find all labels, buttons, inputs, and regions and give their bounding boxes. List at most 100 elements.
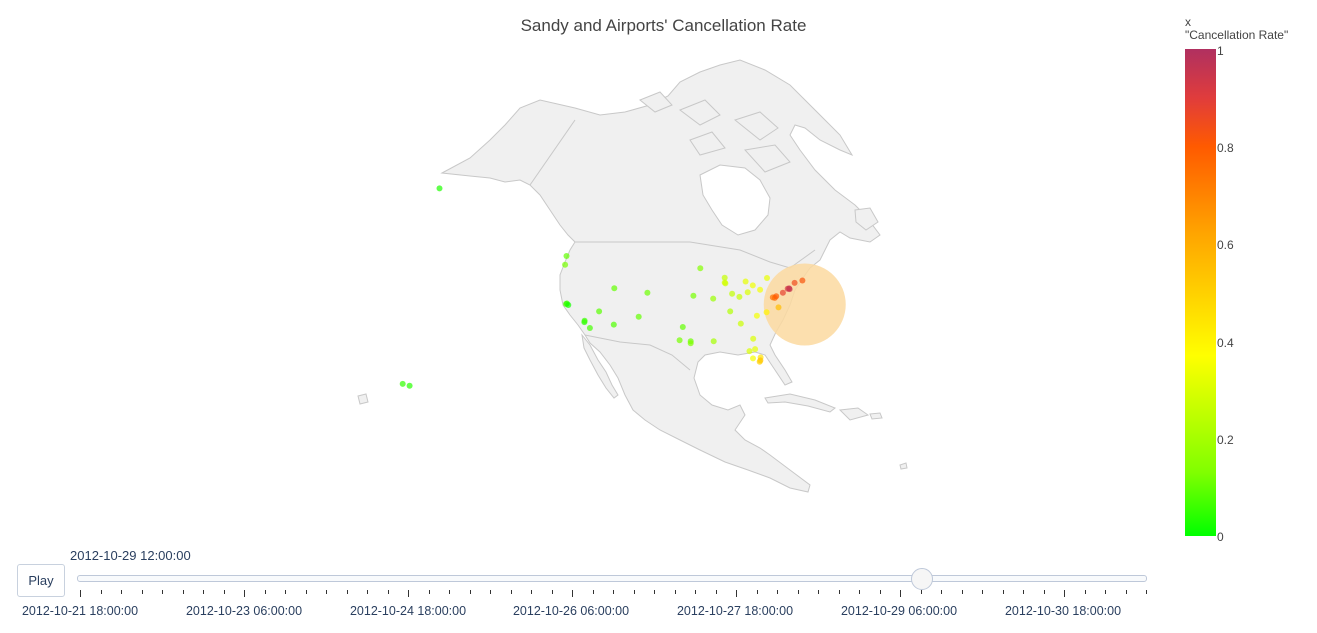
airport-miami-marker[interactable] xyxy=(756,358,763,365)
slider-tick-label[interactable]: 2012-10-21 18:00:00 xyxy=(21,604,139,618)
storm-layer xyxy=(763,263,846,346)
airport-maui-marker[interactable] xyxy=(406,382,413,389)
hawaii-land xyxy=(357,393,369,405)
airport-tampa-marker[interactable] xyxy=(746,348,753,355)
airport-portland-marker[interactable] xyxy=(562,261,569,268)
airport-atlanta-marker[interactable] xyxy=(737,320,744,327)
slider-tick-mark xyxy=(449,590,450,594)
slider-tick-label[interactable]: 2012-10-24 18:00:00 xyxy=(349,604,467,618)
airport-denver-marker[interactable] xyxy=(644,289,651,296)
airport-sjc-marker[interactable] xyxy=(565,302,572,308)
slider-tick-label[interactable]: 2012-10-29 06:00:00 xyxy=(840,604,958,618)
airport-jacksonville-marker[interactable] xyxy=(750,335,757,342)
slider-tick-label[interactable]: 2012-10-23 06:00:00 xyxy=(185,604,303,618)
slider-tick-mark xyxy=(531,590,532,594)
airport-las-vegas-marker[interactable] xyxy=(596,308,603,315)
airport-minneapolis-marker[interactable] xyxy=(697,265,704,272)
colorbar-title-line1: x xyxy=(1185,15,1191,29)
slider-tick-mark xyxy=(551,590,553,594)
airport-honolulu-marker[interactable] xyxy=(399,380,406,387)
airport-indianapolis-marker[interactable] xyxy=(729,290,736,297)
airport-chicago-mdw-marker[interactable] xyxy=(722,280,729,287)
airport-cincinnati-marker[interactable] xyxy=(736,293,743,300)
airport-boston-marker[interactable] xyxy=(799,277,806,284)
airport-bwi-marker[interactable] xyxy=(773,293,780,300)
slider-tick-mark xyxy=(572,590,573,597)
airport-anchorage-marker[interactable] xyxy=(436,185,443,192)
slider-tick-mark xyxy=(1043,590,1045,594)
slider-tick-mark xyxy=(346,590,348,594)
airport-seattle-marker[interactable] xyxy=(563,253,570,259)
airport-slc-marker[interactable] xyxy=(611,285,618,292)
airport-milwaukee-marker[interactable] xyxy=(721,274,728,281)
airport-san-diego-marker[interactable] xyxy=(586,325,593,331)
slider-tick-mark xyxy=(100,590,102,594)
airport-nashville-marker[interactable] xyxy=(727,308,734,315)
airport-lga-marker[interactable] xyxy=(786,285,793,292)
airport-new-orleans-marker[interactable] xyxy=(710,338,717,345)
play-button[interactable]: Play xyxy=(17,564,65,597)
puerto-rico-land xyxy=(869,412,883,420)
slider-tick-mark xyxy=(920,590,922,594)
hudson-bay xyxy=(699,164,771,236)
arctic-island-3 xyxy=(733,111,779,141)
slider-tick-mark xyxy=(879,590,881,594)
airport-cleveland-marker[interactable] xyxy=(749,282,756,289)
hispaniola-land xyxy=(838,407,870,421)
slider-tick-mark xyxy=(900,590,901,597)
airport-austin-marker[interactable] xyxy=(676,337,683,344)
slider-tick-mark xyxy=(633,590,635,594)
slider-tick-label[interactable]: 2012-10-27 18:00:00 xyxy=(676,604,794,618)
colorbar-title-line2: "Cancellation Rate" xyxy=(1185,28,1289,42)
airport-ft-myers-marker[interactable] xyxy=(750,355,756,362)
land-layer xyxy=(357,59,908,493)
cuba-land xyxy=(764,393,836,413)
airport-kansas-city-marker[interactable] xyxy=(690,292,697,299)
slider-tick-mark xyxy=(674,590,676,594)
airport-burbank-marker[interactable] xyxy=(581,317,588,324)
airport-houston-hobby-marker[interactable] xyxy=(687,340,694,347)
slider-tick-mark xyxy=(592,590,594,594)
slider-handle[interactable] xyxy=(910,568,933,590)
airport-orlando-marker[interactable] xyxy=(752,346,759,353)
slider-tick-label[interactable]: 2012-10-26 06:00:00 xyxy=(512,604,630,618)
map[interactable] xyxy=(0,0,1170,540)
colorbar-tick: 0 xyxy=(1217,530,1224,544)
slider-tick-mark xyxy=(1023,590,1024,594)
airport-pittsburgh-marker[interactable] xyxy=(757,286,764,293)
airport-charlotte-marker[interactable] xyxy=(753,312,760,319)
arctic-island-1 xyxy=(639,91,673,113)
chart-title: Sandy and Airports' Cancellation Rate xyxy=(520,16,807,35)
slider-tick-mark xyxy=(777,590,778,594)
colorbar-tick: 1 xyxy=(1217,44,1224,58)
hurricane-sandy-marker[interactable] xyxy=(763,263,846,346)
airport-norfolk-marker[interactable] xyxy=(775,304,782,311)
slider-tick-mark xyxy=(141,590,143,594)
slider-rail[interactable] xyxy=(77,575,1147,582)
slider-tick-mark xyxy=(654,590,655,594)
slider-tick-mark xyxy=(941,590,942,594)
slider-tick-mark xyxy=(264,590,266,594)
slider-tick-mark xyxy=(469,590,471,594)
arctic-island-2 xyxy=(678,99,721,126)
slider-current-value: 2012-10-29 12:00:00 xyxy=(70,548,191,563)
airport-phoenix-marker[interactable] xyxy=(610,321,617,328)
slider-tick-mark xyxy=(695,590,696,594)
airport-buffalo-marker[interactable] xyxy=(764,275,770,281)
slider-tick-mark xyxy=(428,590,430,594)
newfoundland-land xyxy=(854,207,879,231)
airport-albuquerque-marker[interactable] xyxy=(635,313,642,320)
slider-tick-label[interactable]: 2012-10-30 18:00:00 xyxy=(1004,604,1122,618)
airport-dallas-marker[interactable] xyxy=(679,324,686,330)
airport-detroit-marker[interactable] xyxy=(742,278,749,285)
airport-raleigh-marker[interactable] xyxy=(763,309,770,316)
airport-philadelphia-marker[interactable] xyxy=(779,289,786,296)
airport-columbus-marker[interactable] xyxy=(744,289,751,296)
slider-tick-mark xyxy=(982,590,983,594)
airport-st-louis-marker[interactable] xyxy=(710,295,717,302)
slider-tick-mark xyxy=(80,590,81,597)
slider-tick-mark xyxy=(367,590,368,594)
slider-ticks xyxy=(0,590,1317,600)
slider-tick-mark xyxy=(859,590,860,594)
airport-hartford-marker[interactable] xyxy=(791,279,798,286)
